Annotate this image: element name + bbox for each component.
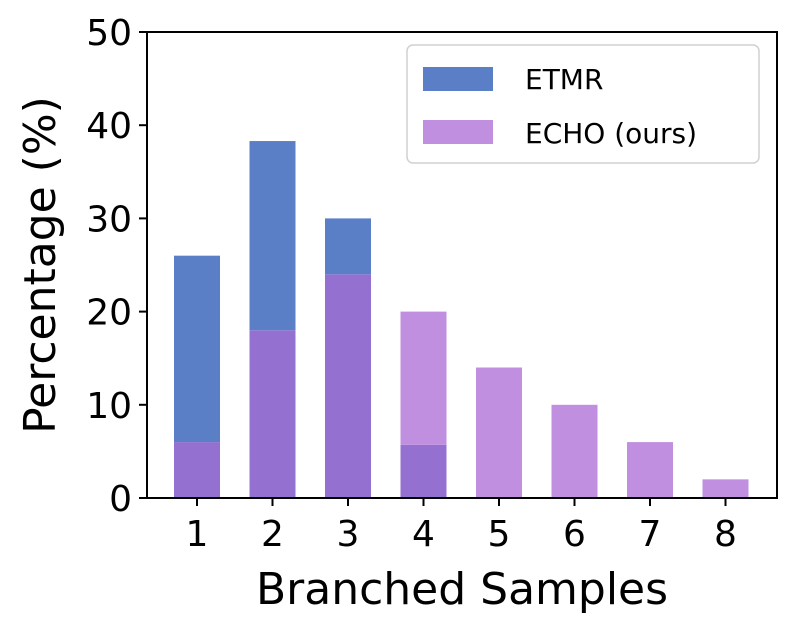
x-tick-label: 6 — [563, 514, 586, 555]
bar-etmr-2 — [249, 141, 296, 331]
x-tick-label: 8 — [714, 514, 737, 555]
x-tick-label: 4 — [412, 514, 435, 555]
x-axis-title: Branched Samples — [256, 564, 668, 615]
bar-echo-7 — [627, 442, 673, 498]
bar-echo-5 — [476, 367, 522, 498]
y-tick-label: 40 — [86, 106, 132, 147]
legend-swatch-echo — [423, 120, 493, 144]
x-tick-label: 5 — [488, 514, 511, 555]
y-axis-ticks: 0 10 20 30 40 50 — [86, 13, 147, 520]
bar-echo-4 — [400, 311, 447, 445]
bar-overlap-1 — [174, 442, 220, 498]
bar-echo-8 — [702, 479, 749, 498]
y-tick-label: 20 — [86, 293, 132, 334]
bar-overlap-3 — [325, 274, 371, 498]
bars-layer — [174, 141, 749, 498]
legend-box — [406, 44, 760, 164]
legend-label-echo: ECHO (ours) — [525, 117, 697, 150]
y-axis-title: Percentage (%) — [15, 96, 66, 434]
y-tick-label: 50 — [86, 13, 132, 54]
legend: ETMR ECHO (ours) — [406, 44, 760, 164]
bar-overlap-4 — [400, 444, 447, 498]
legend-label-etmr: ETMR — [525, 63, 603, 96]
x-tick-label: 3 — [337, 514, 360, 555]
legend-swatch-etmr — [423, 67, 493, 91]
plot-area-frame — [146, 31, 778, 499]
bar-overlap-2 — [249, 330, 296, 498]
bar-etmr-1 — [174, 255, 220, 443]
x-tick-label: 2 — [261, 514, 284, 555]
x-axis-ticks: 1 2 3 4 5 6 7 8 — [186, 498, 737, 555]
bar-echo-6 — [551, 404, 598, 498]
x-tick-label: 1 — [186, 514, 209, 555]
x-tick-label: 7 — [639, 514, 662, 555]
bar-etmr-3 — [325, 218, 371, 275]
y-tick-label: 0 — [109, 479, 132, 520]
y-tick-label: 10 — [86, 386, 132, 427]
y-tick-label: 30 — [86, 199, 132, 240]
